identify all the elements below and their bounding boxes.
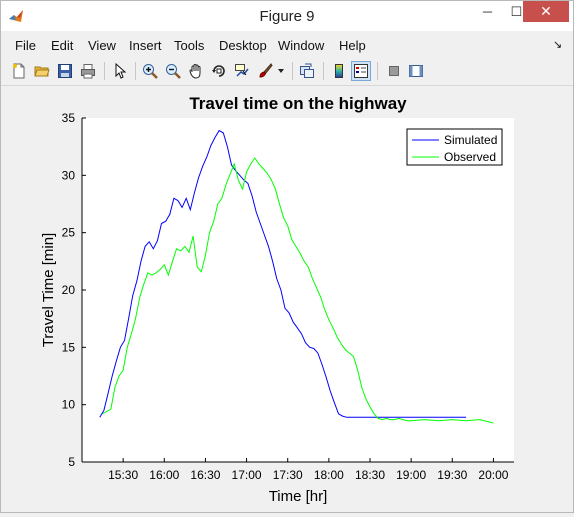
toolbar-separator <box>292 62 293 80</box>
x-tick-label: 17:30 <box>273 468 303 482</box>
hide-plot-tools-icon[interactable] <box>384 61 404 81</box>
legend-box <box>406 128 503 166</box>
x-tick-label: 15:30 <box>108 468 138 482</box>
y-tick-label: 20 <box>62 283 76 297</box>
data-cursor-icon[interactable] <box>232 61 252 81</box>
x-tick-label: 19:00 <box>396 468 426 482</box>
brush-icon[interactable] <box>255 61 275 81</box>
chart-title: Travel time on the highway <box>189 94 407 113</box>
minimize-button[interactable]: ─ <box>482 4 493 19</box>
figure-canvas[interactable]: Travel time on the highway 15:30 16:00 16:… <box>1 86 573 512</box>
menu-window[interactable]: Window <box>278 38 325 53</box>
legend-label: Simulated <box>444 133 497 147</box>
x-tick-label: 20:00 <box>478 468 508 482</box>
y-tick-label: 15 <box>62 340 76 354</box>
print-icon[interactable] <box>78 61 98 81</box>
rotate-3d-icon[interactable] <box>209 61 229 81</box>
close-button[interactable]: ✕ <box>523 1 569 22</box>
x-tick-label: 18:00 <box>314 468 344 482</box>
legend-label: Observed <box>444 150 496 164</box>
plot-area[interactable] <box>82 118 514 462</box>
zoom-in-icon[interactable] <box>140 61 160 81</box>
travel-time-chart[interactable]: Travel time on the highway 15:30 16:00 16:… <box>1 86 573 512</box>
figure-toolbar <box>1 57 573 86</box>
save-icon[interactable] <box>55 61 75 81</box>
menu-edit[interactable]: Edit <box>51 38 74 53</box>
matlab-logo-icon <box>9 10 23 22</box>
pan-icon[interactable] <box>186 61 206 81</box>
y-tick-label: 30 <box>62 168 76 182</box>
brush-dropdown-icon[interactable] <box>276 61 286 81</box>
toolbar-separator <box>323 62 324 80</box>
x-tick-label: 17:00 <box>232 468 262 482</box>
x-tick-label: 16:30 <box>190 468 220 482</box>
window-title: Figure 9 <box>259 8 315 25</box>
new-figure-icon[interactable] <box>9 61 29 81</box>
toolbar-separator <box>104 62 105 80</box>
menu-desktop[interactable]: Desktop <box>219 38 267 53</box>
y-tick-label: 10 <box>62 398 76 412</box>
toolbar-separator <box>135 62 136 80</box>
y-axis-label: Travel Time [min] <box>40 233 57 347</box>
legend[interactable]: Simulated Observed <box>406 128 503 166</box>
y-tick-label: 25 <box>62 226 76 240</box>
menu-help[interactable]: Help <box>339 38 366 53</box>
y-tick-label: 5 <box>68 455 75 469</box>
legend-icon[interactable] <box>351 61 371 81</box>
toolbar-separator <box>377 62 378 80</box>
menu-insert[interactable]: Insert <box>129 38 162 53</box>
colorbar-icon[interactable] <box>329 61 349 81</box>
menu-tools[interactable]: Tools <box>174 38 205 53</box>
menu-view[interactable]: View <box>88 38 116 53</box>
x-axis-label: Time [hr] <box>269 488 328 505</box>
open-file-icon[interactable] <box>32 61 52 81</box>
menu-file[interactable]: File <box>15 38 36 53</box>
pointer-icon[interactable] <box>110 61 130 81</box>
series-line-observed[interactable] <box>102 157 494 424</box>
x-tick-label: 18:30 <box>355 468 385 482</box>
dock-figure-arrow[interactable]: ↘ <box>553 39 563 51</box>
y-tick-label: 35 <box>62 111 76 125</box>
series-line-simulated[interactable] <box>99 129 466 418</box>
maximize-button[interactable]: ☐ <box>510 3 523 19</box>
zoom-out-icon[interactable] <box>163 61 183 81</box>
menu-bar: File Edit View Insert Tools Desktop Wind… <box>1 32 573 56</box>
x-tick-label: 16:00 <box>149 468 179 482</box>
link-plot-icon[interactable] <box>297 61 317 81</box>
x-tick-label: 19:30 <box>437 468 467 482</box>
show-plot-tools-icon[interactable] <box>406 61 426 81</box>
title-bar[interactable]: Figure 9 ─ ☐ ✕ <box>1 1 573 31</box>
